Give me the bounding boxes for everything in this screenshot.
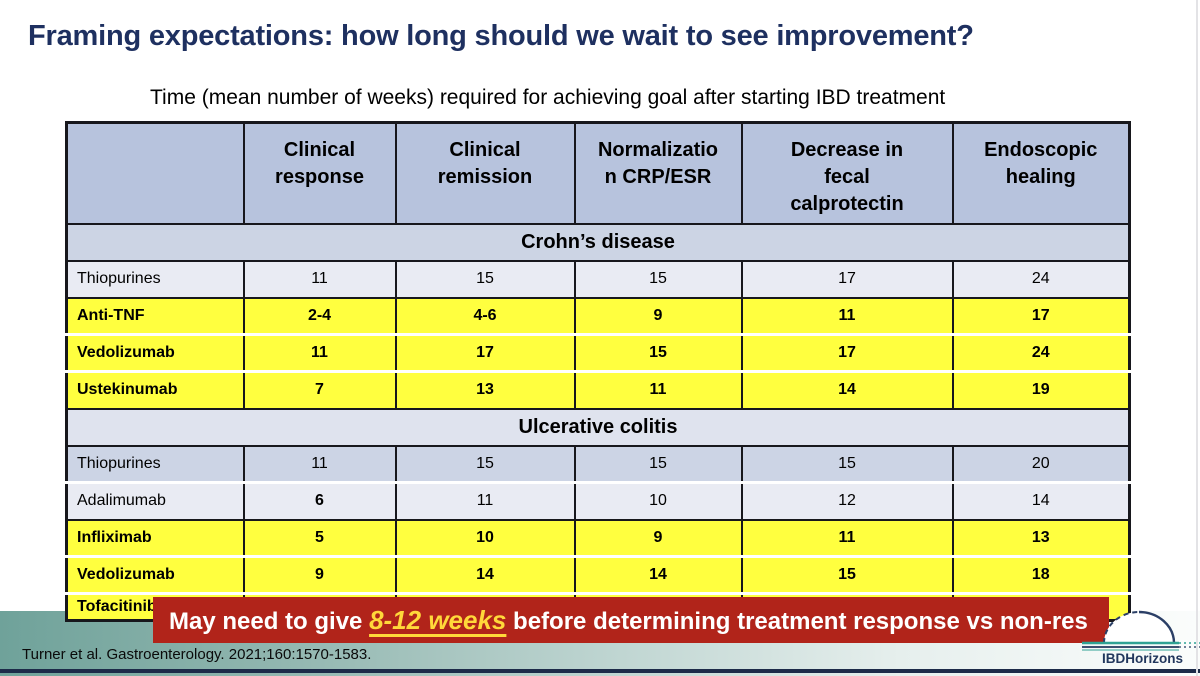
value-cell: 5 bbox=[242, 518, 396, 557]
value-cell: 13 bbox=[394, 370, 575, 409]
value-cell: 11 bbox=[394, 481, 575, 520]
column-header: Normalizatio n CRP/ESR bbox=[573, 122, 742, 224]
value-cell: 11 bbox=[242, 333, 396, 372]
value-cell: 14 bbox=[394, 555, 575, 594]
row-label-column-header bbox=[66, 122, 244, 224]
banner-text-suffix: before determining treatment response vs… bbox=[506, 608, 1088, 635]
value-cell: 11 bbox=[740, 296, 953, 335]
value-cell: 9 bbox=[242, 555, 396, 594]
value-cell: 2-4 bbox=[242, 296, 396, 335]
value-cell: 4-6 bbox=[394, 296, 575, 335]
value-cell: 12 bbox=[740, 481, 953, 520]
value-cell: 17 bbox=[740, 333, 953, 372]
table-row: Vedolizumab 9 14 14 15 18 bbox=[66, 555, 1130, 594]
table-header: Clinical response Clinical remission Norma… bbox=[66, 122, 1130, 224]
section-band: Crohn’s disease bbox=[66, 222, 1130, 261]
table-row: Thiopurines 11 15 15 17 24 bbox=[66, 259, 1130, 298]
value-cell: 11 bbox=[740, 518, 953, 557]
value-cell: 9 bbox=[573, 518, 742, 557]
value-cell: 15 bbox=[740, 444, 953, 483]
row-label: Vedolizumab bbox=[66, 333, 244, 372]
value-cell: 15 bbox=[394, 259, 575, 298]
alert-banner: May need to give 8-12 weeks before deter… bbox=[153, 597, 1109, 643]
table-row: Adalimumab 6 11 10 12 14 bbox=[66, 481, 1130, 520]
horizon-dome-icon: IBDHorizons bbox=[1082, 610, 1200, 666]
table-row: Ustekinumab 7 13 11 14 19 bbox=[66, 370, 1130, 409]
row-label: Thiopurines bbox=[66, 444, 244, 483]
table-row: Thiopurines 11 15 15 15 20 bbox=[66, 444, 1130, 483]
section-band: Ulcerative colitis bbox=[66, 407, 1130, 446]
value-cell: 10 bbox=[573, 481, 742, 520]
row-label: Adalimumab bbox=[66, 481, 244, 520]
value-cell: 9 bbox=[573, 296, 742, 335]
value-cell: 19 bbox=[951, 370, 1130, 409]
citation-text: Turner et al. Gastroenterology. 2021;160… bbox=[22, 646, 372, 663]
value-cell: 15 bbox=[740, 555, 953, 594]
treatment-timing-table: Clinical response Clinical remission Norma… bbox=[65, 121, 1131, 622]
logo-text: IBDHorizons bbox=[1102, 651, 1183, 666]
banner-text: May need to give bbox=[169, 608, 370, 635]
value-cell: 24 bbox=[951, 333, 1130, 372]
value-cell: 14 bbox=[573, 555, 742, 594]
slide-title: Framing expectations: how long should we… bbox=[28, 20, 974, 52]
table-row: Infliximab 5 10 9 11 13 bbox=[66, 518, 1130, 557]
value-cell: 11 bbox=[242, 259, 396, 298]
value-cell: 10 bbox=[394, 518, 575, 557]
value-cell: 15 bbox=[573, 259, 742, 298]
value-cell: 14 bbox=[951, 481, 1130, 520]
row-label: Anti-TNF bbox=[66, 296, 244, 335]
column-header: Endoscopic healing bbox=[951, 122, 1130, 224]
value-cell: 15 bbox=[573, 444, 742, 483]
table-row: Vedolizumab 11 17 15 17 24 bbox=[66, 333, 1130, 372]
value-cell: 24 bbox=[951, 259, 1130, 298]
value-cell: 18 bbox=[951, 555, 1130, 594]
value-cell: 15 bbox=[573, 333, 742, 372]
value-cell: 14 bbox=[740, 370, 953, 409]
value-cell: 7 bbox=[242, 370, 396, 409]
value-cell: 17 bbox=[394, 333, 575, 372]
slide-bottom-rule bbox=[0, 669, 1200, 673]
value-cell: 17 bbox=[740, 259, 953, 298]
ibdhorizons-logo: IBDHorizons bbox=[1078, 599, 1200, 671]
row-label: Infliximab bbox=[66, 518, 244, 557]
row-label: Ustekinumab bbox=[66, 370, 244, 409]
row-label: Thiopurines bbox=[66, 259, 244, 298]
value-cell: 11 bbox=[573, 370, 742, 409]
banner-highlight: 8-12 weeks bbox=[369, 605, 507, 635]
value-cell: 20 bbox=[951, 444, 1130, 483]
table-row: Anti-TNF 2-4 4-6 9 11 17 bbox=[66, 296, 1130, 335]
value-cell: 13 bbox=[951, 518, 1130, 557]
value-cell: 6 bbox=[242, 481, 396, 520]
value-cell: 17 bbox=[951, 296, 1130, 335]
column-header: Clinical response bbox=[242, 122, 396, 224]
value-cell: 15 bbox=[394, 444, 575, 483]
right-edge-line bbox=[1196, 0, 1198, 676]
row-label: Vedolizumab bbox=[66, 555, 244, 594]
value-cell: 11 bbox=[242, 444, 396, 483]
column-header: Clinical remission bbox=[394, 122, 575, 224]
column-header: Decrease in fecal calprotectin bbox=[740, 122, 953, 224]
table-caption: Time (mean number of weeks) required for… bbox=[150, 86, 946, 109]
